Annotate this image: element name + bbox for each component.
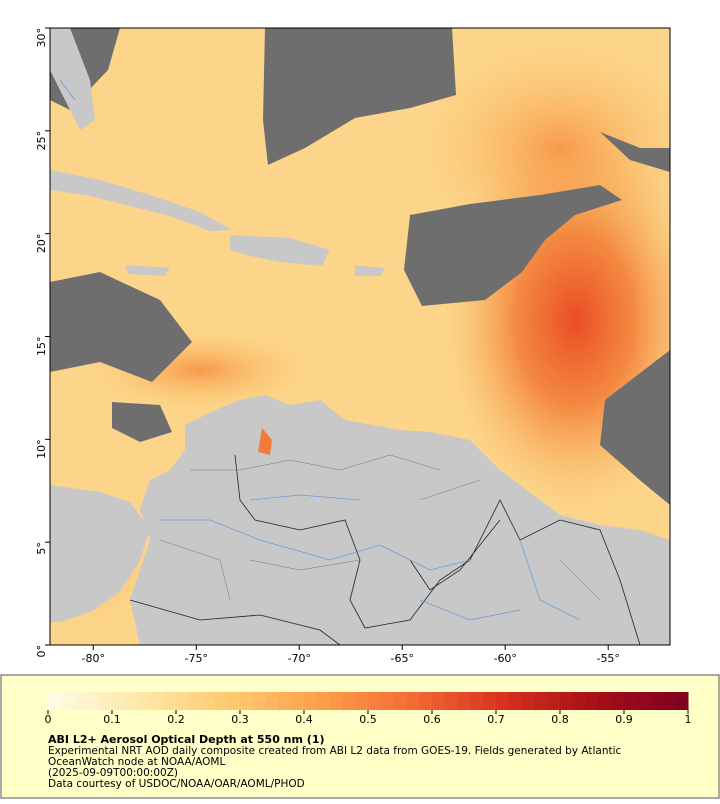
colorbar-segment <box>316 692 331 710</box>
colorbar-segment <box>368 692 382 710</box>
x-tick-label: -60° <box>493 652 516 665</box>
colorbar-segment <box>406 692 420 710</box>
caption-line: OceanWatch node at NOAA/AOML <box>48 756 225 768</box>
colorbar-segment <box>252 692 267 710</box>
colorbar-segment <box>508 692 523 710</box>
y-tick-label: 20° <box>35 234 48 254</box>
y-tick-label: 10° <box>35 439 48 459</box>
colorbar-tick-label: 0.3 <box>231 713 249 726</box>
colorbar-segment <box>355 692 369 710</box>
colorbar-segment <box>572 692 587 710</box>
colorbar-segment <box>483 692 497 710</box>
colorbar: 0 0.1 0.2 0.3 0.4 0.5 0.6 0.7 0.8 0.9 1 <box>45 692 692 726</box>
caption-line: (2025-09-09T00:00:00Z) <box>48 767 178 779</box>
colorbar-segment <box>560 692 574 710</box>
colorbar-segment <box>188 692 203 710</box>
colorbar-segment <box>419 692 433 710</box>
x-tick-label: -80° <box>82 652 105 665</box>
colorbar-segment <box>444 692 459 710</box>
colorbar-segment <box>99 692 113 710</box>
colorbar-segment <box>342 692 356 710</box>
colorbar-tick-label: 0.1 <box>103 713 121 726</box>
colorbar-segment <box>547 692 561 710</box>
x-tick-label: -55° <box>596 652 619 665</box>
x-tick-label: -70° <box>288 652 311 665</box>
colorbar-segment <box>393 692 407 710</box>
colorbar-segment <box>496 692 510 710</box>
y-tick-label: 0° <box>35 645 48 658</box>
colorbar-segment <box>176 692 190 710</box>
y-tick-label: 30° <box>35 28 48 48</box>
colorbar-segment <box>124 692 139 710</box>
axes: -80° -75° -70° -65° -60° -55° 0° 5° 10° 15° 20° 25°… <box>35 27 620 665</box>
colorbar-segment <box>611 692 625 710</box>
x-tick-label: -65° <box>390 652 413 665</box>
colorbar-tick-label: 1 <box>685 713 692 726</box>
colorbar-segment <box>278 692 292 710</box>
colorbar-segment <box>329 692 343 710</box>
colorbar-segment <box>585 692 599 710</box>
colorbar-segment <box>432 692 446 710</box>
colorbar-tick-label: 0.8 <box>551 713 569 726</box>
map-image <box>50 28 670 645</box>
colorbar-tick-label: 0.6 <box>423 713 441 726</box>
colorbar-tick-label: 0 <box>45 713 52 726</box>
colorbar-segment <box>73 692 87 710</box>
colorbar-segment <box>598 692 612 710</box>
colorbar-segment <box>227 692 241 710</box>
colorbar-segment <box>201 692 215 710</box>
y-tick-label: 5° <box>35 542 48 555</box>
colorbar-tick-label: 0.7 <box>487 713 505 726</box>
y-tick-label: 15° <box>35 337 48 357</box>
caption-line: Experimental NRT AOD daily composite cre… <box>48 745 622 757</box>
colorbar-tick-label: 0.5 <box>359 713 377 726</box>
y-tick-label: 25° <box>35 131 48 151</box>
colorbar-segment <box>240 692 254 710</box>
colorbar-tick-label: 0.4 <box>295 713 313 726</box>
colorbar-segment <box>636 692 651 710</box>
colorbar-segment <box>304 692 318 710</box>
colorbar-segment <box>457 692 471 710</box>
colorbar-segment <box>534 692 548 710</box>
colorbar-segment <box>137 692 151 710</box>
colorbar-segment <box>649 692 663 710</box>
colorbar-segment <box>675 692 689 710</box>
caption-line: Data courtesy of USDOC/NOAA/OAR/AOML/PHO… <box>48 778 305 790</box>
x-tick-label: -75° <box>185 652 208 665</box>
colorbar-segment <box>112 692 126 710</box>
colorbar-segment <box>380 692 395 710</box>
colorbar-tick-label: 0.2 <box>167 713 185 726</box>
colorbar-segment <box>624 692 638 710</box>
colorbar-segment <box>265 692 279 710</box>
colorbar-segment <box>86 692 100 710</box>
colorbar-segment <box>470 692 484 710</box>
colorbar-segment <box>48 692 62 710</box>
colorbar-segment <box>214 692 228 710</box>
colorbar-segment <box>521 692 535 710</box>
colorbar-segment <box>150 692 164 710</box>
caption-title: ABI L2+ Aerosol Optical Depth at 550 nm … <box>48 733 325 746</box>
colorbar-segment <box>60 692 75 710</box>
colorbar-segment <box>662 692 676 710</box>
colorbar-segment <box>163 692 177 710</box>
colorbar-tick-label: 0.9 <box>615 713 633 726</box>
colorbar-segment <box>291 692 305 710</box>
